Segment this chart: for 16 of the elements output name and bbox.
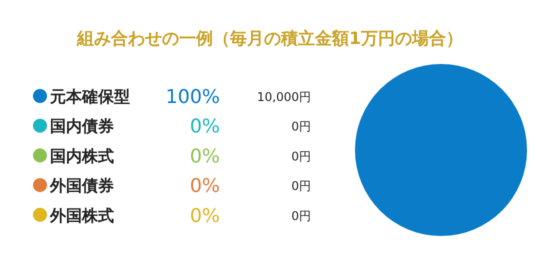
text: 0% (190, 145, 220, 168)
legend-label: 元本確保型 (49, 87, 130, 106)
text: 0円 (291, 179, 311, 194)
text: 0% (190, 116, 220, 138)
text: 10,000円 (257, 90, 311, 104)
legend-label: 国内株式 (50, 146, 114, 166)
text: 0% (190, 204, 220, 227)
legend-label: 外国株式 (49, 206, 114, 225)
data-label: 100% (166, 86, 220, 108)
legend-label: 国内債券 (50, 116, 114, 136)
text: 0円 (291, 208, 311, 223)
text: 0円 (291, 149, 311, 164)
legend-label: 外国債券 (49, 176, 114, 196)
text: 0% (190, 175, 220, 198)
text: 0円 (291, 120, 311, 134)
chart-title: 組み合わせの一例（毎月の積立金額1万円の場合） (76, 29, 463, 49)
